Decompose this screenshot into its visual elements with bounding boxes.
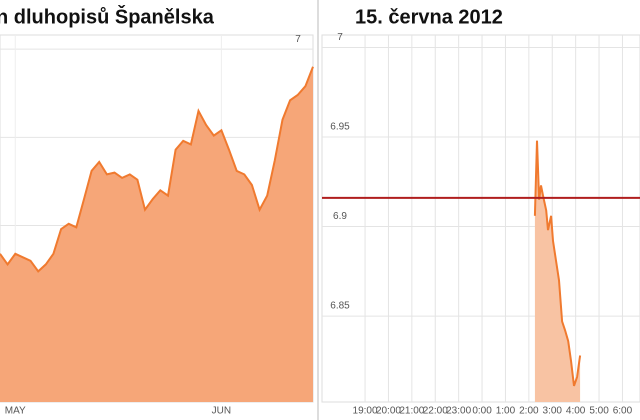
x-tick-label: 6:00 [613, 406, 633, 417]
x-tick-label: 5:00 [589, 406, 609, 417]
x-tick-label: 21:00 [399, 406, 424, 417]
x-tick-label: 23:00 [446, 406, 471, 417]
area [0, 66, 313, 403]
x-tick-label: 22:00 [423, 406, 448, 417]
x-tick-label: 3:00 [543, 406, 563, 417]
y-tick-label: 7 [337, 32, 343, 43]
line [533, 140, 582, 387]
x-tick-label: 0:00 [472, 406, 492, 417]
y-tick-label: 6.85 [330, 301, 350, 312]
x-tick-label: 4:00 [566, 406, 586, 417]
y-tick-label: 6.9 [333, 211, 347, 222]
x-tick-label: 20:00 [376, 406, 401, 417]
x-tick-label: 2:00 [519, 406, 539, 417]
x-tick-label: JUN [212, 406, 231, 417]
plot-area [321, 34, 640, 403]
x-tick-label: 19:00 [353, 406, 378, 417]
line [0, 66, 314, 273]
chart-title: 15. června 2012 [355, 6, 503, 28]
y-tick-label: 6.95 [330, 122, 350, 133]
chart-title: n dluhopisů Španělska [0, 4, 215, 28]
x-tick-label: MAY [5, 406, 26, 417]
y-tick-label: 7 [295, 34, 301, 45]
x-tick-label: 1:00 [496, 406, 516, 417]
